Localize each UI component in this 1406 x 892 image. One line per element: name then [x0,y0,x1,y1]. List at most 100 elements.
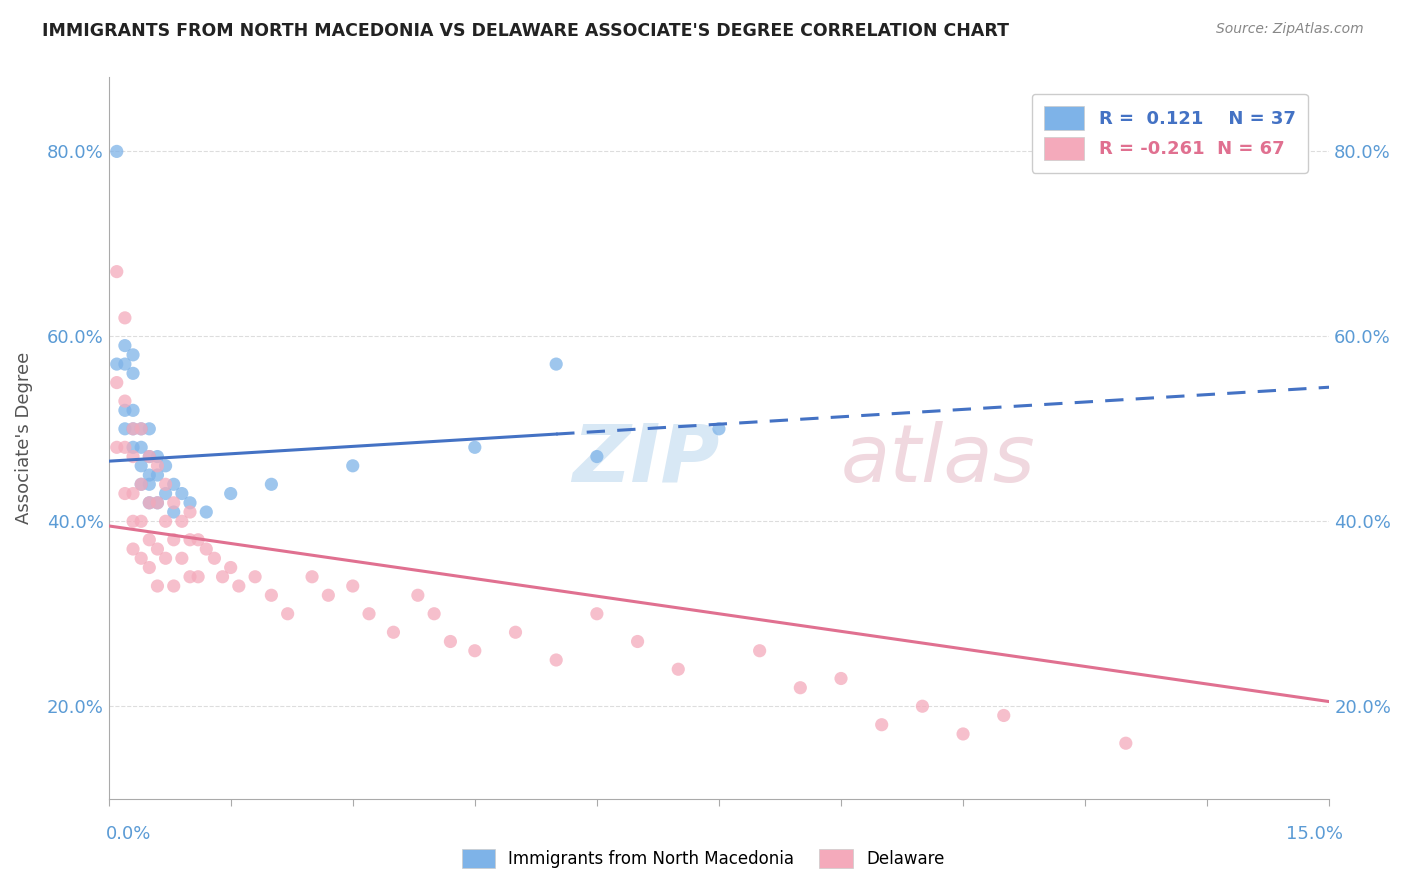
Point [146,496,169,510]
Point [138,496,160,510]
Point [243,570,266,584]
Point [114,403,136,417]
Point [170,486,193,500]
Point [211,570,233,584]
Point [357,607,380,621]
Point [195,505,218,519]
Point [122,440,145,454]
Legend: R =  0.121    N = 37, R = -0.261  N = 67: R = 0.121 N = 37, R = -0.261 N = 67 [1032,94,1308,172]
Point [114,394,136,409]
Point [114,486,136,500]
Point [260,477,283,491]
Point [138,450,160,464]
Point [155,551,177,566]
Text: Source: ZipAtlas.com: Source: ZipAtlas.com [1216,22,1364,37]
Text: IMMIGRANTS FROM NORTH MACEDONIA VS DELAWARE ASSOCIATE'S DEGREE CORRELATION CHART: IMMIGRANTS FROM NORTH MACEDONIA VS DELAW… [42,22,1010,40]
Point [122,542,145,557]
Point [163,579,186,593]
Point [382,625,405,640]
Point [129,422,152,436]
Point [789,681,811,695]
Point [219,560,242,574]
Point [228,579,250,593]
Point [129,477,152,491]
Point [105,376,128,390]
Point [129,551,152,566]
Point [170,514,193,528]
Point [129,514,152,528]
Point [342,579,364,593]
Point [277,607,299,621]
Point [179,505,201,519]
Point [586,450,609,464]
Point [219,486,242,500]
Point [439,634,461,648]
Point [138,422,160,436]
Legend: Immigrants from North Macedonia, Delaware: Immigrants from North Macedonia, Delawar… [456,842,950,875]
Point [170,551,193,566]
Point [707,422,730,436]
Point [146,458,169,473]
Point [202,551,225,566]
Point [114,422,136,436]
Point [163,496,186,510]
Point [138,496,160,510]
Point [342,458,364,473]
Point [105,357,128,371]
Point [146,542,169,557]
Point [122,403,145,417]
Point [146,579,169,593]
Point [122,348,145,362]
Point [122,367,145,381]
Point [122,450,145,464]
Point [952,727,974,741]
Point [406,588,429,602]
Point [138,450,160,464]
Point [122,422,145,436]
Point [129,458,152,473]
Point [423,607,446,621]
Point [155,458,177,473]
Point [993,708,1015,723]
Text: 0.0%: 0.0% [105,825,150,843]
Point [163,533,186,547]
Point [195,542,218,557]
Point [122,514,145,528]
Point [105,440,128,454]
Point [138,468,160,483]
Point [138,533,160,547]
Text: 15.0%: 15.0% [1285,825,1343,843]
Point [830,672,852,686]
Point [318,588,340,602]
Point [105,265,128,279]
Point [155,486,177,500]
Point [260,588,283,602]
Point [114,310,136,325]
Point [546,357,568,371]
Point [129,440,152,454]
Point [464,440,486,454]
Text: atlas: atlas [841,421,1036,499]
Point [301,570,323,584]
Point [163,505,186,519]
Point [114,357,136,371]
Point [911,699,934,714]
Point [179,570,201,584]
Point [114,338,136,352]
Point [187,570,209,584]
Point [179,496,201,510]
Point [114,440,136,454]
Point [122,486,145,500]
Point [179,533,201,547]
Y-axis label: Associate's Degree: Associate's Degree [15,352,32,524]
Point [1115,736,1137,750]
Point [870,717,893,731]
Point [155,477,177,491]
Point [163,477,186,491]
Point [748,644,770,658]
Point [187,533,209,547]
Point [546,653,568,667]
Point [586,607,609,621]
Point [155,514,177,528]
Point [146,450,169,464]
